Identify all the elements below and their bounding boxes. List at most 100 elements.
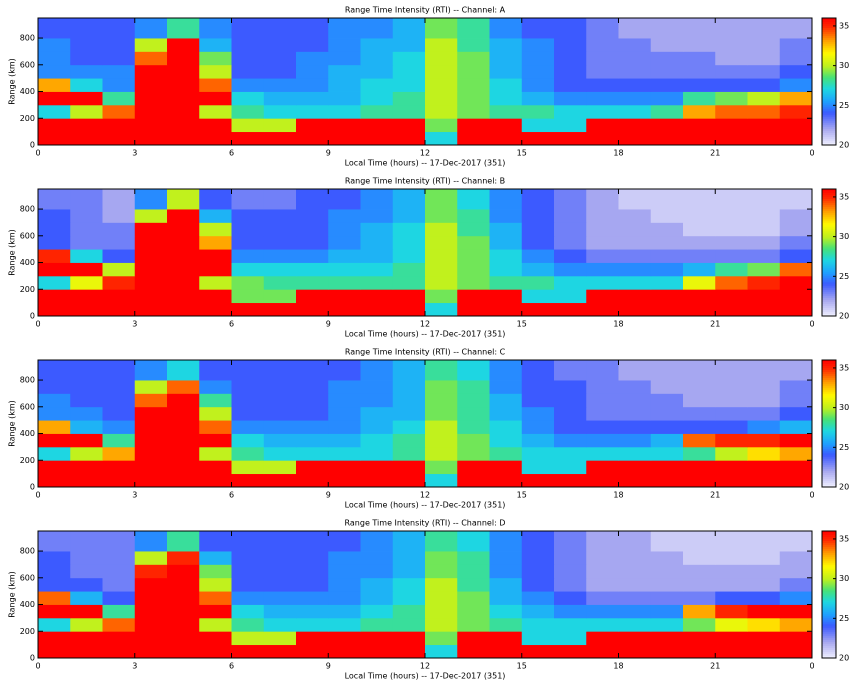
heatmap-cell [70,38,103,52]
colorbar-swatch [822,25,836,29]
colorbar-swatch [822,560,836,564]
heatmap-cell [715,18,748,39]
heatmap-cell [683,446,716,461]
colorbar-swatch [822,570,836,574]
heatmap-cell [102,564,136,579]
heatmap-cell [618,393,652,408]
heatmap-cell [747,393,781,408]
heatmap-cell [747,617,781,632]
heatmap-cell [167,302,200,317]
heatmap-cell [425,446,458,461]
heatmap-cell [102,631,136,646]
heatmap-cell [618,617,652,632]
colorbar-swatch [822,216,836,220]
heatmap-cell [38,249,71,263]
heatmap-cell [457,51,490,66]
heatmap-cell [457,235,490,250]
heatmap-cell [360,631,394,646]
heatmap-cell [392,64,426,79]
heatmap-cell [231,473,265,488]
heatmap-cell [683,406,716,421]
heatmap-cell [489,289,523,304]
heatmap-cell [586,406,619,421]
heatmap-cell [715,289,748,304]
colorbar-swatch [822,574,836,578]
heatmap-cell [747,91,781,106]
heatmap-cell [425,275,458,290]
heatmap-cell [650,420,684,434]
colorbar-tick-label: 20 [839,312,849,321]
colorbar-swatch [822,441,836,444]
heatmap-cell [747,78,781,92]
heatmap-cell [167,564,200,579]
heatmap-cell [360,235,394,250]
colorbar-swatch [822,55,836,59]
heatmap-cell [328,131,361,146]
heatmap-cell [521,644,555,659]
heatmap-cell [263,433,297,448]
heatmap-cell [38,446,71,461]
heatmap-cell [425,644,458,659]
heatmap-cell [199,393,232,408]
heatmap-cell [747,604,781,619]
heatmap-cell [683,38,716,52]
heatmap-cell [779,446,813,461]
heatmap-cell [489,18,523,39]
x-tick-label: 9 [326,320,331,329]
heatmap-cell [779,551,813,565]
colorbar-swatch [822,419,836,423]
colorbar-swatch [822,397,836,401]
heatmap-cell [715,302,748,317]
heatmap-cell [715,235,748,250]
heatmap-cell [425,289,458,304]
colorbar-swatch [822,542,836,546]
heatmap-cell [38,531,71,552]
heatmap-cell [199,406,232,421]
heatmap-cell [134,118,168,133]
heatmap-cell [521,473,555,488]
colorbar-swatch [822,45,836,49]
heatmap-cell [586,420,619,434]
colorbar-swatch [822,534,836,538]
heatmap-cell [167,420,200,434]
heatmap-cell [650,209,684,223]
heatmap-cell [586,473,619,488]
heatmap-cell [521,591,555,605]
heatmap-cell [199,360,232,381]
colorbar-swatch [822,640,836,643]
heatmap-cell [328,235,361,250]
heatmap-cell [392,91,426,106]
heatmap-cell [38,380,71,394]
colorbar-swatch [822,268,836,271]
colorbar-swatch [822,248,836,252]
y-tick-label: 600 [20,402,35,411]
x-tick-label: 6 [229,149,234,158]
heatmap-cell [231,433,265,448]
heatmap-cell [70,104,103,119]
heatmap-cell [457,275,490,290]
heatmap-cell [231,591,265,605]
colorbar-swatch [822,481,836,484]
colorbar-swatch [822,457,836,460]
heatmap-cell [747,591,781,605]
y-tick-label: 800 [20,34,35,43]
heatmap-cell [102,189,136,210]
heatmap-cell [457,604,490,619]
heatmap-cell [425,564,458,579]
heatmap-cell [392,118,426,133]
heatmap-cell [392,380,426,394]
heatmap-cell [360,551,394,565]
heatmap-cell [715,380,748,394]
heatmap-cell [296,420,329,434]
colorbar-swatch [822,33,836,37]
heatmap-cell [650,51,684,66]
heatmap-cell [167,222,200,237]
colorbar-swatch [822,210,836,214]
y-tick-label: 800 [20,547,35,556]
heatmap-cell [618,249,652,263]
colorbar-swatch [822,598,836,601]
x-axis-label: Local Time (hours) -- 17-Dec-2017 (351) [345,672,506,681]
heatmap-cell [167,551,200,565]
heatmap-cell [231,446,265,461]
heatmap-cell [263,209,297,223]
